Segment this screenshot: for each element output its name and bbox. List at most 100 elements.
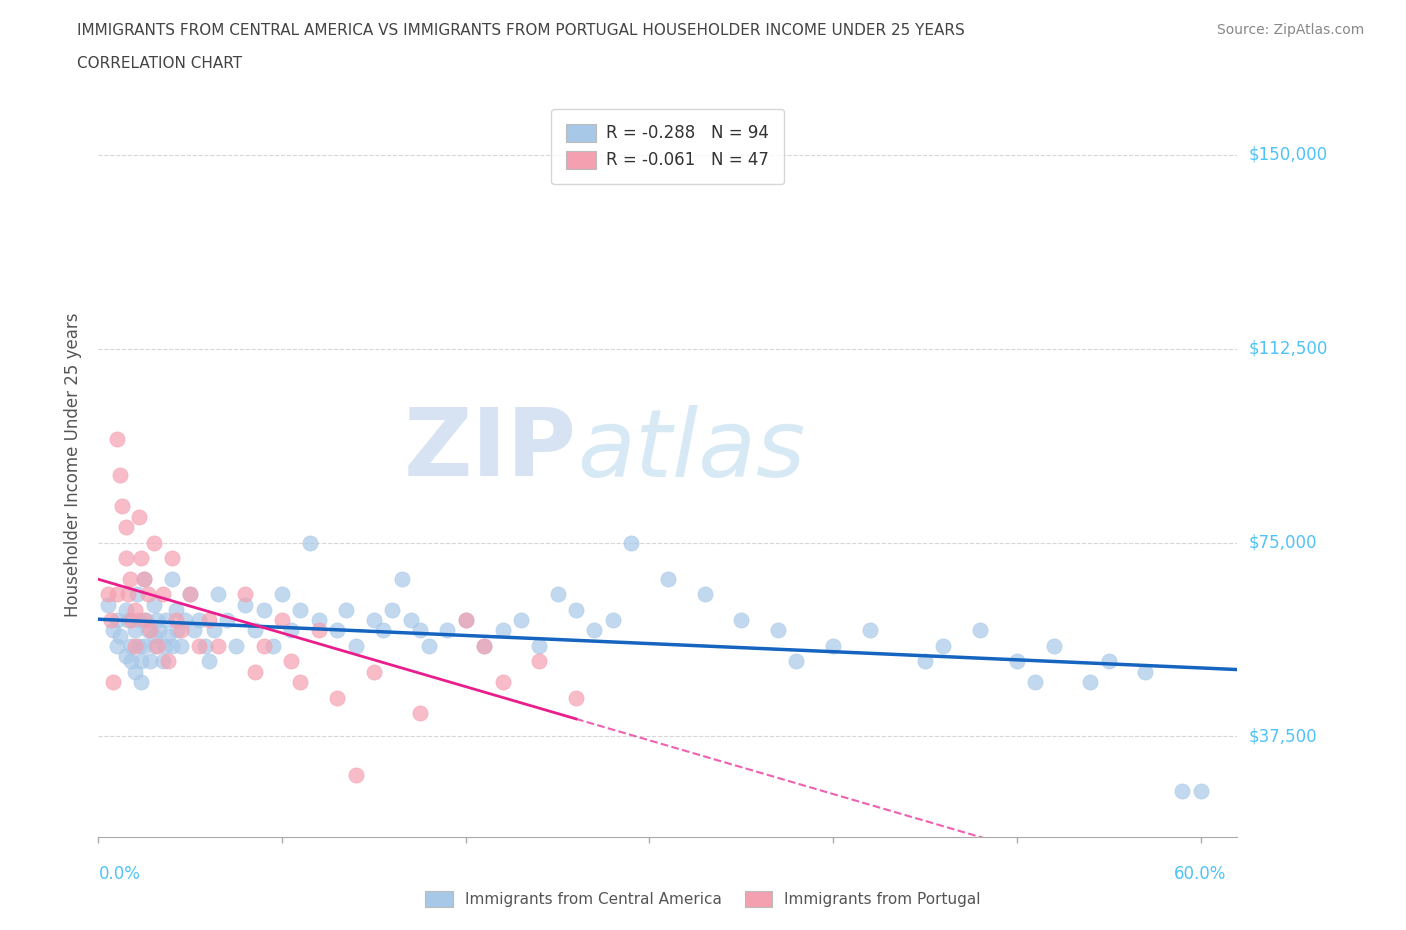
Point [436, 623, 458, 638]
Text: IMMIGRANTS FROM CENTRAL AMERICA VS IMMIGRANTS FROM PORTUGAL HOUSEHOLDER INCOME U: IMMIGRANTS FROM CENTRAL AMERICA VS IMMIG… [77, 23, 965, 38]
Point [179, 587, 201, 602]
Point [215, 613, 238, 628]
Point [565, 603, 588, 618]
Point [128, 613, 150, 628]
Point [472, 638, 495, 653]
Point [117, 613, 139, 628]
Point [454, 613, 477, 628]
Legend: R = -0.288   N = 94, R = -0.061   N = 47: R = -0.288 N = 94, R = -0.061 N = 47 [551, 109, 785, 184]
Point [105, 613, 128, 628]
Point [823, 638, 845, 653]
Point [115, 649, 138, 664]
Point [409, 706, 432, 721]
Point [128, 510, 150, 525]
Text: 60.0%: 60.0% [1174, 865, 1226, 883]
Point [308, 623, 330, 638]
Point [105, 587, 128, 602]
Point [280, 654, 302, 669]
Point [197, 613, 219, 628]
Point [326, 623, 349, 638]
Point [363, 613, 385, 628]
Point [179, 587, 201, 602]
Text: $37,500: $37,500 [1249, 727, 1317, 745]
Point [730, 613, 752, 628]
Point [363, 664, 385, 679]
Point [135, 613, 157, 628]
Text: 0.0%: 0.0% [98, 865, 141, 883]
Point [547, 587, 569, 602]
Point [105, 432, 128, 446]
Point [381, 603, 404, 618]
Point [454, 613, 477, 628]
Point [235, 587, 257, 602]
Point [166, 623, 188, 638]
Point [565, 690, 588, 705]
Point [657, 571, 679, 586]
Point [344, 638, 367, 653]
Point [170, 638, 193, 653]
Point [160, 551, 183, 565]
Point [290, 603, 312, 618]
Point [173, 613, 195, 628]
Point [160, 571, 183, 586]
Point [124, 638, 146, 653]
Point [157, 654, 180, 669]
Point [335, 603, 357, 618]
Point [152, 587, 174, 602]
Point [1098, 654, 1121, 669]
Point [308, 613, 330, 628]
Point [207, 638, 229, 653]
Text: $75,000: $75,000 [1249, 534, 1317, 551]
Point [472, 638, 495, 653]
Point [111, 498, 134, 513]
Point [139, 654, 162, 669]
Point [146, 613, 169, 628]
Point [188, 638, 211, 653]
Point [139, 623, 162, 638]
Point [1042, 638, 1064, 653]
Point [155, 613, 177, 628]
Point [1005, 654, 1028, 669]
Point [134, 571, 156, 586]
Point [202, 623, 225, 638]
Point [491, 623, 513, 638]
Point [262, 638, 284, 653]
Point [121, 613, 143, 628]
Point [298, 535, 321, 550]
Point [1078, 674, 1101, 689]
Point [914, 654, 936, 669]
Point [583, 623, 606, 638]
Point [509, 613, 531, 628]
Point [243, 664, 266, 679]
Text: $112,500: $112,500 [1249, 339, 1327, 358]
Point [399, 613, 422, 628]
Point [124, 603, 146, 618]
Point [344, 767, 367, 782]
Point [1189, 783, 1212, 798]
Point [529, 638, 551, 653]
Point [1135, 664, 1157, 679]
Point [110, 468, 132, 483]
Point [118, 571, 141, 586]
Point [115, 551, 138, 565]
Y-axis label: Householder Income Under 25 years: Householder Income Under 25 years [65, 312, 83, 618]
Point [152, 654, 174, 669]
Point [197, 654, 219, 669]
Point [146, 638, 169, 653]
Point [124, 664, 146, 679]
Point [225, 638, 247, 653]
Point [326, 690, 349, 705]
Text: $150,000: $150,000 [1249, 146, 1327, 164]
Point [136, 587, 159, 602]
Point [105, 638, 128, 653]
Point [766, 623, 789, 638]
Point [121, 654, 143, 669]
Point [1171, 783, 1194, 798]
Point [235, 597, 257, 612]
Point [620, 535, 643, 550]
Point [859, 623, 882, 638]
Point [101, 623, 124, 638]
Point [529, 654, 551, 669]
Point [153, 638, 176, 653]
Point [129, 654, 152, 669]
